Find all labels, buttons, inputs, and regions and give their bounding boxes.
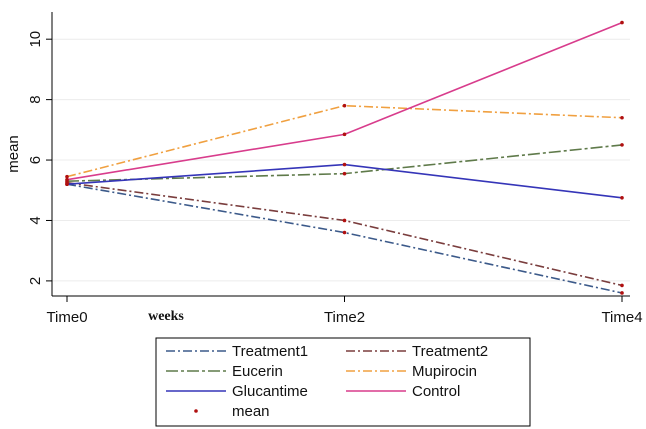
- x-tick-label: Time0: [46, 309, 87, 326]
- legend-label: Treatment1: [232, 343, 308, 360]
- y-axis-title: mean: [5, 135, 22, 173]
- mean-marker: [65, 174, 69, 179]
- mean-marker: [342, 162, 347, 167]
- mean-marker: [65, 182, 69, 187]
- mean-marker: [620, 115, 624, 120]
- y-tick-label: 10: [27, 31, 44, 48]
- mean-marker: [620, 143, 624, 147]
- weeks-annotation: weeks: [148, 309, 184, 324]
- x-tick-label: Time2: [324, 309, 365, 326]
- legend-label: Glucantime: [232, 383, 308, 400]
- series-line-treatment1: [66, 183, 623, 294]
- legend-label: mean: [232, 403, 270, 420]
- legend-label: Mupirocin: [412, 363, 477, 380]
- legend-label: Treatment2: [412, 343, 488, 360]
- x-tick-label: Time4: [601, 309, 642, 326]
- mean-marker: [342, 103, 347, 108]
- y-ticks: 2 4 6 8 10: [27, 31, 52, 285]
- legend: Treatment1 Treatment2 Eucerin Mupirocin Gluc…: [155, 337, 531, 427]
- y-tick-label: 6: [27, 156, 44, 164]
- legend-box: [155, 337, 531, 427]
- series-markers: [65, 20, 624, 295]
- x-ticks: Time0 Time2 Time4: [46, 296, 643, 326]
- mean-marker: [342, 171, 347, 176]
- grid: [52, 38, 630, 282]
- axes: [51, 12, 630, 297]
- mean-marker: [620, 283, 624, 288]
- mean-marker: [342, 218, 347, 223]
- mean-marker: [620, 291, 624, 295]
- mean-marker: [342, 230, 347, 235]
- y-tick-label: 8: [27, 95, 44, 103]
- y-tick-label: 2: [27, 277, 44, 285]
- mean-marker: [620, 196, 624, 200]
- legend-label: Eucerin: [232, 363, 283, 380]
- legend-label: Control: [412, 383, 460, 400]
- series-line-mupirocin: [66, 104, 623, 178]
- mean-marker: [620, 20, 624, 25]
- series-lines: [66, 21, 623, 294]
- mean-marker: [65, 177, 69, 182]
- y-tick-label: 4: [27, 216, 44, 224]
- legend-swatch: [194, 409, 198, 413]
- mean-marker: [342, 132, 347, 137]
- series-line-glucantime: [66, 163, 623, 199]
